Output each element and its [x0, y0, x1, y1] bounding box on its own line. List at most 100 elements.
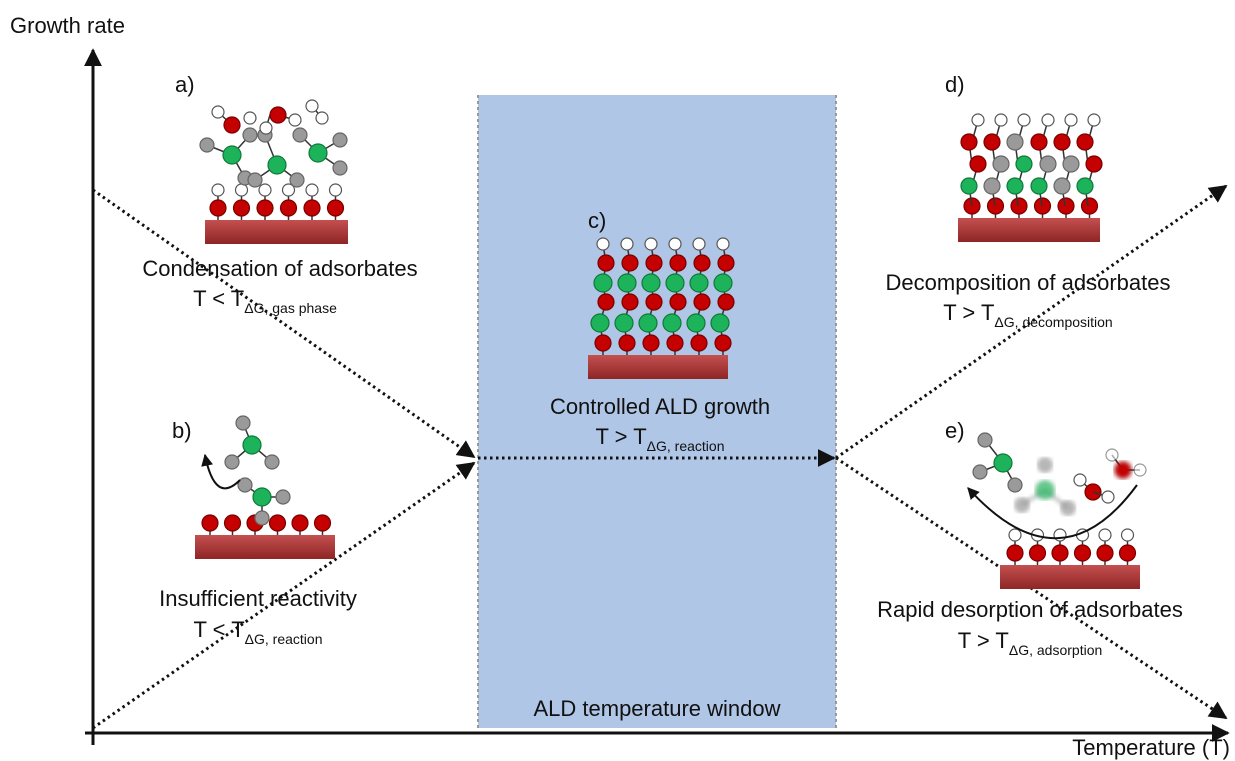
- substrate: [588, 355, 728, 379]
- atom: [211, 183, 225, 197]
- atom: [617, 273, 637, 293]
- panel-labels: a) Condensation of adsorbates T < TΔG, gas…: [142, 72, 1182, 658]
- ald-window: [478, 95, 836, 728]
- atom: [597, 254, 615, 272]
- panel-condition: T > TΔG, decomposition: [943, 300, 1112, 330]
- atom: [235, 415, 251, 431]
- motion-arrow: [201, 453, 241, 490]
- panel-letter: a): [175, 72, 195, 97]
- atom: [305, 99, 319, 113]
- panel-letter: c): [588, 208, 606, 233]
- atom: [1017, 113, 1031, 127]
- atom: [662, 313, 682, 333]
- atom: [1028, 544, 1047, 562]
- atom: [224, 454, 240, 470]
- atom: [252, 487, 272, 507]
- panel-condition: T < TΔG, gas phase: [193, 286, 337, 316]
- atom: [1053, 133, 1071, 151]
- atom: [1120, 528, 1135, 542]
- atom: [1060, 500, 1076, 516]
- atom: [1085, 155, 1103, 173]
- atom: [1014, 497, 1030, 513]
- atom: [969, 155, 987, 173]
- atom: [590, 313, 610, 333]
- atom: [713, 273, 733, 293]
- atom: [1030, 177, 1048, 195]
- atom: [644, 237, 658, 251]
- atom: [972, 464, 988, 480]
- atom: [983, 177, 1001, 195]
- atom: [291, 514, 309, 532]
- atom: [993, 453, 1013, 473]
- atom: [232, 199, 251, 217]
- atom: [690, 334, 708, 352]
- panel-title: Decomposition of adsorbates: [886, 270, 1171, 295]
- atom: [717, 254, 735, 272]
- condition-subscript: ΔG, decomposition: [994, 314, 1112, 330]
- atom: [668, 237, 682, 251]
- atom: [247, 172, 263, 188]
- y-axis-label: Growth rate: [10, 13, 125, 38]
- atom: [692, 237, 706, 251]
- atom: [259, 121, 273, 135]
- panel-title: Condensation of adsorbates: [142, 256, 417, 281]
- atom: [992, 155, 1010, 173]
- atom: [223, 514, 242, 532]
- atom: [1008, 528, 1022, 542]
- atom: [960, 133, 978, 151]
- atom: [1087, 113, 1101, 127]
- atom: [666, 334, 684, 352]
- atom: [714, 334, 732, 352]
- atom: [256, 199, 274, 217]
- panel-title: Rapid desorption of adsorbates: [877, 597, 1183, 622]
- condition-subscript: ΔG, reaction: [245, 631, 323, 647]
- panel-letter: b): [172, 418, 192, 443]
- atom: [638, 313, 658, 333]
- atom: [243, 111, 257, 125]
- panel-letter: d): [945, 72, 965, 97]
- atom: [289, 172, 305, 188]
- atom: [288, 113, 302, 127]
- substrate: [195, 535, 335, 559]
- atom: [279, 199, 298, 217]
- atom: [716, 237, 730, 251]
- atom: [986, 197, 1005, 215]
- atom: [1006, 544, 1024, 562]
- atom: [275, 489, 291, 505]
- molecule-art: [195, 99, 1147, 589]
- atom: [614, 313, 634, 333]
- condition-main: T > T: [596, 424, 647, 449]
- panel-letter: e): [945, 418, 965, 443]
- atom: [1041, 113, 1055, 127]
- atom: [971, 113, 985, 127]
- atom: [199, 137, 215, 153]
- atom: [211, 105, 225, 119]
- condition-main: T > T: [943, 300, 994, 325]
- atom: [597, 293, 615, 311]
- atom: [977, 432, 993, 448]
- atom: [669, 293, 687, 311]
- atom: [641, 273, 661, 293]
- atom: [1096, 544, 1114, 562]
- condition-subscript: ΔG, adsorption: [1009, 642, 1102, 658]
- atom: [234, 183, 249, 197]
- atom: [222, 145, 242, 165]
- condition-subscript: ΔG, gas phase: [244, 300, 337, 316]
- atom: [1006, 133, 1024, 151]
- atom: [717, 293, 735, 311]
- panel-condition: T > TΔG, reaction: [596, 424, 725, 454]
- panel-condition: T > TΔG, adsorption: [958, 628, 1103, 658]
- atom: [1035, 480, 1055, 500]
- atom: [305, 183, 319, 197]
- atom: [242, 435, 262, 455]
- x-axis-label: Temperature (T): [1072, 735, 1230, 760]
- atom: [328, 183, 343, 197]
- substrate: [1000, 565, 1140, 589]
- atom: [1053, 177, 1071, 195]
- atom: [665, 273, 685, 293]
- atom: [621, 254, 639, 272]
- atom: [254, 510, 270, 526]
- atom: [1101, 490, 1115, 504]
- atom: [1073, 473, 1087, 487]
